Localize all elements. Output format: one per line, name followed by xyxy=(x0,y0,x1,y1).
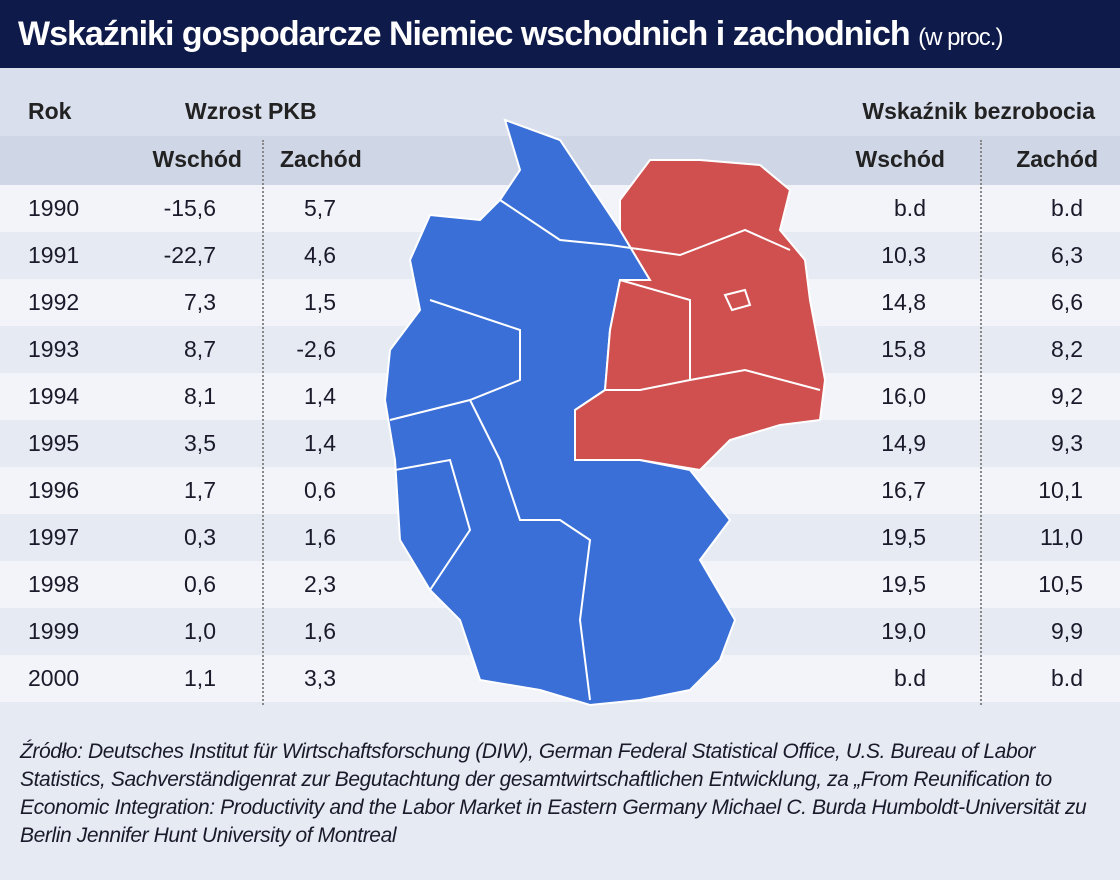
value-cell: 2,3 xyxy=(304,571,336,597)
year-cell: 1997 xyxy=(28,524,80,550)
year-cell: 2000 xyxy=(28,665,80,691)
value-cell: 8,1 xyxy=(184,383,216,409)
sub-col: Wschód xyxy=(855,146,945,172)
year-cell: 1995 xyxy=(28,430,80,456)
divider xyxy=(980,140,982,705)
year-cell: 1990 xyxy=(28,195,80,221)
value-cell: 1,0 xyxy=(184,618,216,644)
value-cell: 11,0 xyxy=(1039,524,1083,550)
value-cell: 14,8 xyxy=(881,289,926,315)
value-cell: b.d xyxy=(1051,195,1083,221)
year-cell: 1999 xyxy=(28,618,80,644)
year-cell: 1996 xyxy=(28,477,80,503)
berlin xyxy=(723,288,752,312)
value-cell: 9,3 xyxy=(1051,430,1083,456)
east-germany xyxy=(574,159,827,472)
value-cell: 16,0 xyxy=(881,383,926,409)
value-cell: 8,7 xyxy=(184,336,216,362)
region-border xyxy=(609,228,791,257)
region-border xyxy=(499,199,611,246)
group-unemployment: Wskaźnik bezrobocia xyxy=(862,98,1095,124)
title-bar: Wskaźniki gospodarcze Niemiec wschodnich… xyxy=(0,0,1120,68)
value-cell: 10,1 xyxy=(1038,477,1083,503)
value-cell: 0,6 xyxy=(304,477,336,503)
divider xyxy=(262,140,264,705)
value-cell: 19,5 xyxy=(881,524,926,550)
value-cell: b.d xyxy=(1051,665,1083,691)
value-cell: -2,6 xyxy=(296,336,336,362)
group-gdp: Wzrost PKB xyxy=(185,98,317,124)
value-cell: 9,2 xyxy=(1051,383,1083,409)
value-cell: b.d xyxy=(894,195,926,221)
value-cell: 1,6 xyxy=(304,618,336,644)
year-cell: 1993 xyxy=(28,336,80,362)
value-cell: 6,6 xyxy=(1051,289,1083,315)
value-cell: 3,5 xyxy=(184,430,216,456)
value-cell: 19,0 xyxy=(881,618,926,644)
value-cell: 14,9 xyxy=(881,430,926,456)
value-cell: 1,4 xyxy=(304,430,336,456)
value-cell: 1,5 xyxy=(304,289,336,315)
value-cell: 1,7 xyxy=(184,477,216,503)
value-cell: 1,6 xyxy=(304,524,336,550)
col-year: Rok xyxy=(28,98,72,124)
value-cell: 16,7 xyxy=(881,477,926,503)
value-cell: 7,3 xyxy=(184,289,216,315)
value-cell: 0,6 xyxy=(184,571,216,597)
value-cell: 15,8 xyxy=(881,336,926,362)
value-cell: 8,2 xyxy=(1051,336,1083,362)
value-cell: 19,5 xyxy=(881,571,926,597)
year-cell: 1998 xyxy=(28,571,80,597)
year-cell: 1994 xyxy=(28,383,80,409)
value-cell: b.d xyxy=(894,665,926,691)
value-cell: -15,6 xyxy=(163,195,216,221)
value-cell: 10,5 xyxy=(1038,571,1083,597)
region-border xyxy=(469,399,592,701)
value-cell: 0,3 xyxy=(184,524,216,550)
year-cell: 1991 xyxy=(28,242,80,268)
value-cell: -22,7 xyxy=(163,242,216,268)
value-cell: 4,6 xyxy=(304,242,336,268)
value-cell: 5,7 xyxy=(304,195,336,221)
region-border xyxy=(689,368,821,391)
title: Wskaźniki gospodarcze Niemiec wschodnich… xyxy=(18,15,911,53)
value-cell: 9,9 xyxy=(1051,618,1083,644)
region-border xyxy=(389,299,521,421)
value-cell: 6,3 xyxy=(1051,242,1083,268)
source: Źródło: Deutsches Institut für Wirtschaf… xyxy=(20,740,1087,847)
value-cell: 10,3 xyxy=(881,242,926,268)
year-cell: 1992 xyxy=(28,289,80,315)
value-cell: 1,1 xyxy=(184,665,216,691)
sub-col: Zachód xyxy=(1016,146,1098,172)
sub-col: Zachód xyxy=(280,146,362,172)
unit: (w proc.) xyxy=(918,24,1003,51)
region-border xyxy=(394,458,472,591)
sub-col: Wschód xyxy=(152,146,242,172)
value-cell: 1,4 xyxy=(304,383,336,409)
value-cell: 3,3 xyxy=(304,665,336,691)
